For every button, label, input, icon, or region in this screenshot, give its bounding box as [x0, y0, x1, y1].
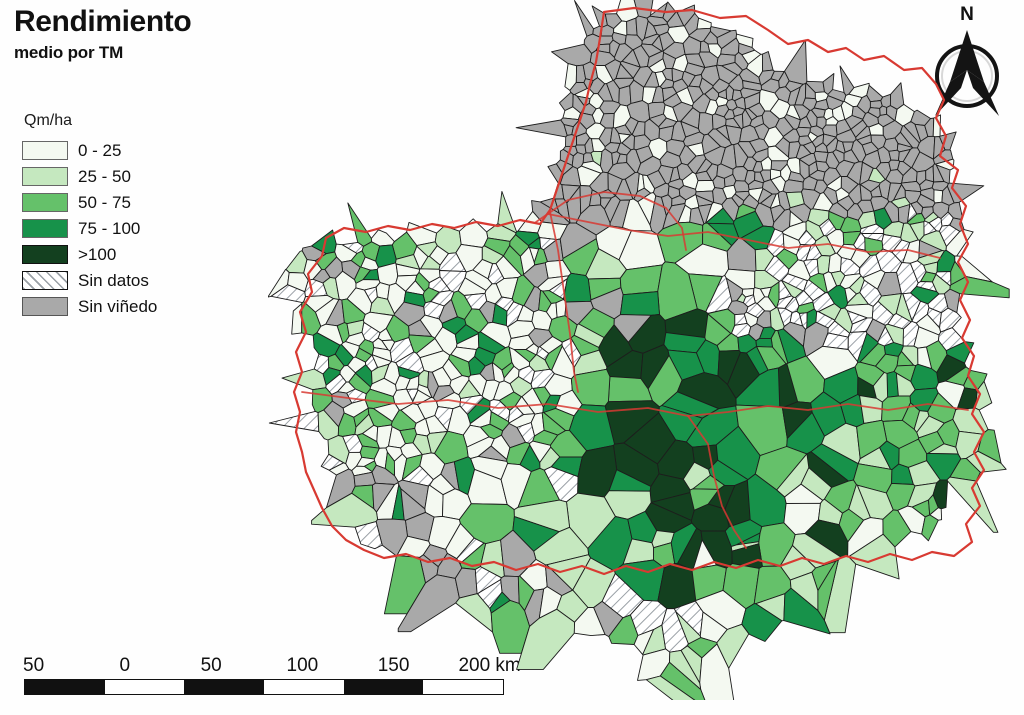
municipality-polygon: [827, 252, 842, 274]
legend-units-title: Qm/ha: [24, 112, 73, 129]
municipality-polygon: [450, 290, 473, 320]
north-arrow-label: N: [960, 4, 974, 25]
province-boundary: [535, 191, 687, 251]
scale-segment: [343, 680, 424, 694]
legend-swatch-over-100: [22, 244, 68, 264]
legend-swatch-0-25: [22, 140, 68, 160]
municipality-polygon: [618, 85, 632, 107]
municipality-polygon: [622, 198, 653, 232]
municipality-polygon: [619, 291, 660, 316]
municipality-polygon: [879, 105, 888, 116]
municipality-polygon: [515, 119, 568, 138]
municipality-polygon: [921, 514, 939, 542]
scale-segment: [423, 680, 504, 694]
page-title: Rendimiento medio por TM: [14, 5, 192, 63]
scale-label-0: 50: [23, 655, 45, 676]
scale-segment: [104, 680, 185, 694]
municipality-polygon: [528, 354, 551, 372]
municipality-polygon: [281, 368, 327, 391]
municipality-polygon: [373, 447, 388, 469]
municipality-polygon: [285, 250, 308, 274]
map-legend: Qm/ha 0 - 25 25 - 50 50 - 75 75 - 100 >1…: [22, 112, 157, 319]
municipality-polygon: [563, 272, 592, 303]
province-boundary: [301, 391, 689, 417]
legend-label-sin-vinedo: Sin viñedo: [78, 296, 158, 316]
legend-item-25-50: 25 - 50: [22, 163, 157, 189]
province-boundary: [547, 213, 941, 259]
scale-bar: 50 0 50 100 150 200 km: [23, 655, 521, 695]
municipality-polygon: [347, 202, 373, 247]
municipality-polygon: [949, 276, 1010, 299]
legend-swatch-25-50: [22, 166, 68, 186]
municipality-polygon: [455, 593, 493, 633]
municipality-polygon: [699, 643, 735, 700]
municipality-polygon: [598, 324, 633, 368]
municipality-polygon: [442, 488, 472, 521]
municipality-polygon: [591, 5, 608, 28]
municipality-polygon: [551, 43, 593, 67]
municipality-polygon: [626, 17, 638, 36]
municipality-polygon: [619, 264, 663, 296]
municipality-polygon: [696, 17, 712, 30]
legend-item-75-100: 75 - 100: [22, 215, 157, 241]
region-boundary: [292, 6, 986, 576]
municipality-polygon: [645, 675, 696, 700]
municipality-polygon: [695, 179, 716, 193]
map-svg: [268, 0, 1010, 700]
municipality-polygon: [933, 189, 944, 204]
legend-swatch-50-75: [22, 192, 68, 212]
municipality-polygon: [454, 567, 478, 599]
title-main: Rendimiento: [14, 5, 192, 38]
legend-item-sin-datos: Sin datos: [22, 267, 157, 293]
legend-item-over-100: >100: [22, 241, 157, 267]
legend-swatch-75-100: [22, 218, 68, 238]
legend-item-0-25: 0 - 25: [22, 137, 157, 163]
legend-item-50-75: 50 - 75: [22, 189, 157, 215]
scale-bar-labels: 50 0 50 100 150 200 km: [23, 655, 521, 679]
legend-label-over-100: >100: [78, 244, 117, 264]
scale-segment: [184, 680, 265, 694]
municipality-polygon: [782, 179, 804, 194]
province-boundary: [687, 403, 969, 417]
municipality-polygon: [422, 544, 448, 568]
scale-label-5: 200 km: [458, 655, 521, 676]
municipality-polygon: [291, 303, 303, 335]
municipality-polygon: [761, 51, 774, 72]
scale-label-3: 100: [286, 655, 319, 676]
scale-label-2: 50: [200, 655, 222, 676]
province-boundary-layer: [292, 6, 986, 576]
legend-label-50-75: 50 - 75: [78, 192, 131, 212]
municipality-polygon: [574, 0, 594, 37]
title-subtitle: medio por TM: [14, 42, 124, 62]
legend-label-0-25: 0 - 25: [78, 140, 122, 160]
municipality-polygon: [939, 307, 962, 333]
legend-label-sin-datos: Sin datos: [78, 270, 149, 290]
choropleth-map: [268, 0, 1024, 700]
municipality-polygon: [573, 607, 606, 637]
scale-bar-segments: [24, 679, 504, 695]
municipality-polygon: [946, 476, 999, 533]
municipality-polygon: [490, 599, 531, 654]
legend-item-sin-vinedo: Sin viñedo: [22, 293, 157, 319]
scale-label-4: 150: [377, 655, 410, 676]
scale-segment: [264, 680, 344, 694]
municipality-polygon: [755, 337, 773, 348]
legend-label-75-100: 75 - 100: [78, 218, 141, 238]
province-boundary: [687, 415, 747, 549]
scale-label-1: 0: [119, 655, 131, 676]
municipality-layer: [268, 0, 1010, 700]
legend-swatch-sin-datos: [22, 270, 68, 290]
legend-swatch-sin-vinedo: [22, 296, 68, 316]
municipality-polygon: [354, 521, 383, 550]
province-boundary: [549, 211, 579, 393]
municipality-polygon: [889, 82, 905, 110]
legend-label-25-50: 25 - 50: [78, 166, 131, 186]
municipality-polygon: [783, 587, 831, 635]
municipality-polygon: [848, 533, 900, 580]
scale-segment: [25, 680, 105, 694]
municipality-polygon: [888, 149, 900, 161]
municipality-polygon: [268, 410, 320, 432]
